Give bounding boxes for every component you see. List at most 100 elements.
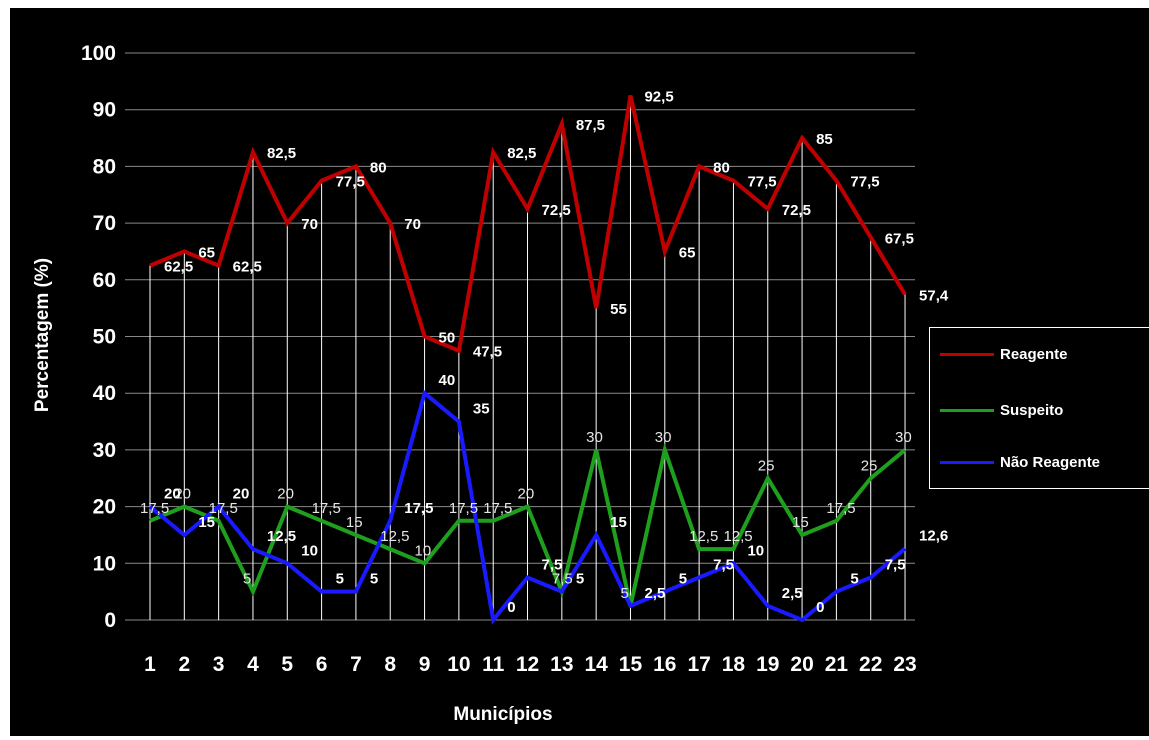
data-label: 5 — [620, 585, 628, 602]
x-tick-label: 14 — [584, 653, 608, 676]
data-label: 7,5 — [713, 556, 734, 573]
data-labels: 62,56562,582,57077,580705047,582,572,587… — [140, 89, 949, 616]
x-tick-label: 8 — [384, 653, 396, 676]
data-label: 0 — [507, 599, 515, 616]
data-label: 77,5 — [336, 174, 365, 191]
x-tick-label: 13 — [550, 653, 573, 676]
data-label: 2,5 — [644, 585, 665, 602]
data-label: 87,5 — [576, 117, 605, 134]
data-label: 85 — [816, 131, 833, 148]
data-label: 20 — [174, 486, 191, 503]
data-label: 20 — [518, 486, 535, 503]
data-label: 7,5 — [885, 556, 906, 573]
data-label: 62,5 — [233, 259, 262, 276]
data-label: 82,5 — [267, 145, 296, 162]
x-tick-label: 12 — [516, 653, 539, 676]
series-lines — [148, 95, 907, 625]
data-label: 72,5 — [782, 202, 811, 219]
data-label: 30 — [586, 429, 603, 446]
x-tick-label: 11 — [482, 653, 505, 676]
data-label: 5 — [679, 571, 687, 588]
data-label: 80 — [713, 159, 730, 176]
x-tick-label: 21 — [825, 653, 849, 676]
data-label: 17,5 — [826, 500, 855, 517]
data-label: 17,5 — [312, 500, 341, 517]
y-tick-label: 100 — [81, 42, 116, 65]
series-line — [149, 95, 907, 354]
data-label: 17,5 — [209, 500, 238, 517]
x-tick-label: 20 — [790, 653, 813, 676]
data-label: 10 — [301, 542, 318, 559]
data-label: 70 — [301, 216, 318, 233]
x-tick-label: 6 — [316, 653, 328, 676]
data-label: 12,5 — [380, 528, 409, 545]
x-axis-title: Municípios — [453, 704, 552, 725]
data-label: 20 — [164, 486, 181, 503]
data-label: 80 — [370, 159, 387, 176]
y-tick-label: 90 — [93, 99, 116, 122]
x-tick-label: 10 — [447, 653, 470, 676]
x-tick-label: 16 — [653, 653, 676, 676]
x-tick-label: 23 — [893, 653, 916, 676]
x-tick-labels: 1 2 3 4 5 6 7 8 9 10 11 12 13 14 15 16 17 18 19 20 21 22 23 — [144, 653, 917, 676]
data-label: 2,5 — [782, 585, 803, 602]
data-label: 77,5 — [850, 174, 879, 191]
data-label: 82,5 — [507, 145, 536, 162]
data-label: 65 — [198, 244, 215, 261]
x-tick-label: 15 — [619, 653, 643, 676]
legend-swatch — [940, 408, 994, 412]
drop-lines — [149, 95, 906, 620]
x-tick-label: 1 — [144, 653, 156, 676]
y-tick-label: 0 — [104, 609, 116, 632]
data-label: 5 — [850, 571, 858, 588]
x-tick-label: 3 — [213, 653, 225, 676]
x-tick-label: 17 — [687, 653, 710, 676]
data-label: 57,4 — [919, 288, 949, 305]
data-label: 5 — [576, 571, 584, 588]
legend: Reagente Suspeito Não Reagente — [929, 327, 1149, 489]
legend-label: Suspeito — [1000, 401, 1064, 419]
data-label: 47,5 — [473, 344, 502, 361]
data-label: 12,5 — [267, 528, 296, 545]
data-label: 10 — [415, 542, 432, 559]
legend-swatch — [940, 460, 994, 464]
y-tick-labels: 0 10 20 30 40 50 60 70 80 90 100 — [81, 42, 116, 632]
x-tick-label: 22 — [859, 653, 882, 676]
data-label: 25 — [861, 457, 878, 474]
x-tick-label: 2 — [178, 653, 190, 676]
data-label: 12,6 — [919, 528, 948, 545]
data-label: 15 — [610, 514, 627, 531]
data-label: 72,5 — [542, 202, 571, 219]
x-tick-label: 5 — [281, 653, 293, 676]
legend-label: Não Reagente — [1000, 453, 1101, 471]
data-label: 17,5 — [483, 500, 512, 517]
legend-item-suspeito: Suspeito — [940, 400, 1063, 420]
data-label: 0 — [816, 599, 824, 616]
data-label: 7,5 — [552, 571, 573, 588]
data-label: 92,5 — [644, 89, 673, 106]
legend-item-reagente: Reagente — [940, 344, 1068, 364]
data-label: 17,5 — [404, 500, 433, 517]
series-line — [148, 389, 907, 625]
legend-swatch — [940, 352, 994, 356]
data-label: 55 — [610, 301, 627, 318]
data-label: 15 — [198, 514, 215, 531]
data-label: 35 — [473, 401, 490, 418]
y-tick-label: 60 — [93, 269, 116, 292]
data-label: 5 — [370, 571, 378, 588]
x-tick-label: 9 — [419, 653, 431, 676]
data-label: 17,5 — [140, 500, 169, 517]
y-tick-label: 40 — [93, 382, 116, 405]
data-label: 20 — [233, 486, 250, 503]
y-tick-label: 70 — [93, 212, 116, 235]
legend-label: Reagente — [1000, 345, 1068, 363]
series-line — [149, 442, 907, 607]
data-label: 30 — [895, 429, 912, 446]
data-label: 65 — [679, 244, 696, 261]
data-label: 20 — [277, 486, 294, 503]
data-label: 12,5 — [689, 528, 718, 545]
y-tick-label: 80 — [93, 155, 116, 178]
y-tick-label: 30 — [93, 439, 116, 462]
data-label: 50 — [439, 330, 456, 347]
